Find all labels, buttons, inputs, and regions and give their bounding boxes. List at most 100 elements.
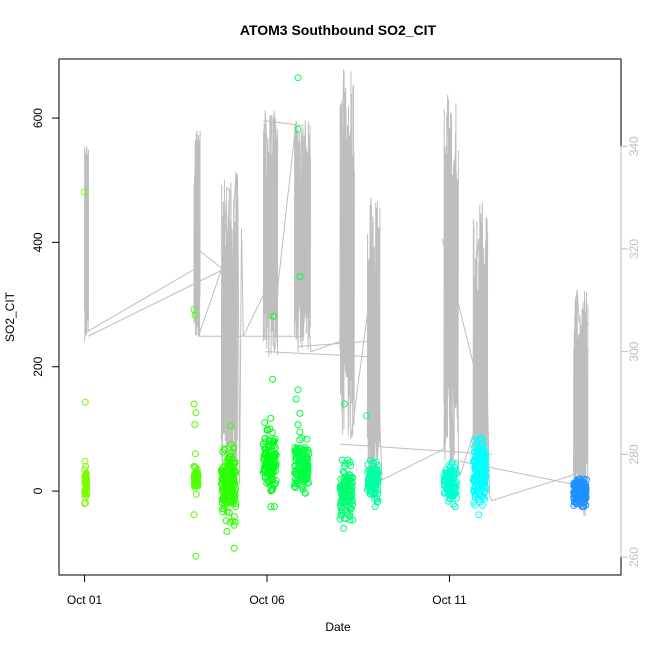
data-point-outlier: [191, 311, 199, 319]
connector-line-6: [339, 443, 492, 455]
data-point: [441, 489, 449, 497]
data-point: [374, 476, 382, 484]
data-point: [472, 491, 480, 499]
connector-line-0: [87, 269, 224, 337]
data-point: [260, 467, 268, 474]
data-point: [268, 486, 276, 494]
data-point: [573, 494, 581, 502]
data-point: [374, 497, 382, 505]
data-point: [291, 462, 299, 470]
x-tick-label: Oct 11: [432, 593, 467, 607]
data-point: [190, 462, 198, 470]
data-point: [346, 509, 354, 516]
series-line-flight-6: [366, 200, 381, 480]
data-point: [81, 457, 89, 465]
data-point-outlier: [296, 409, 304, 417]
data-point: [581, 495, 589, 503]
data-point: [479, 445, 487, 453]
data-point: [472, 487, 480, 495]
data-point: [369, 459, 377, 467]
data-point-outlier: [294, 125, 302, 133]
series-line-flight-9: [573, 290, 589, 516]
series-line-flight-0: [84, 146, 89, 337]
data-point: [272, 459, 280, 467]
data-point: [293, 445, 301, 453]
data-point-outlier: [294, 74, 302, 82]
data-point: [480, 470, 488, 478]
data-point: [267, 487, 275, 495]
data-point: [472, 464, 480, 472]
data-point-outlier: [340, 400, 348, 408]
data-point: [570, 502, 578, 509]
scatter-points: [81, 74, 590, 560]
data-point-outlier: [338, 509, 346, 517]
data-point: [303, 435, 311, 443]
data-point-outlier: [191, 421, 199, 429]
data-point: [230, 494, 238, 502]
data-point: [228, 487, 236, 495]
data-point: [480, 493, 488, 501]
data-point: [232, 503, 240, 511]
data-point: [299, 478, 307, 486]
data-point: [81, 486, 89, 494]
y2-tick-label: 260: [627, 547, 641, 567]
line-series: [84, 69, 589, 517]
data-point: [582, 481, 589, 489]
y-tick-label: 400: [31, 232, 45, 252]
data-point: [300, 459, 308, 467]
x-axis-label: Date: [325, 620, 351, 634]
data-point: [266, 478, 274, 486]
data-point: [339, 467, 347, 475]
series-line-flight-4: [293, 121, 311, 350]
y2-tick-label: 320: [627, 239, 641, 259]
data-point: [220, 494, 228, 502]
data-point: [220, 445, 228, 453]
data-point: [476, 498, 484, 506]
data-point: [193, 472, 201, 480]
data-point: [83, 491, 90, 499]
data-point: [268, 473, 276, 481]
data-point: [344, 460, 352, 468]
data-point: [265, 437, 273, 445]
data-point-outlier: [192, 409, 200, 417]
data-point: [365, 466, 373, 474]
data-point: [291, 475, 299, 483]
data-point: [344, 473, 352, 481]
data-point: [481, 462, 489, 469]
connector-line-1: [197, 248, 224, 270]
data-point-outlier: [230, 544, 238, 552]
data-point: [81, 479, 89, 487]
data-point-outlier: [477, 434, 484, 442]
data-point: [224, 482, 232, 490]
data-point-outlier: [478, 440, 486, 448]
data-point: [340, 469, 348, 477]
y-tick-label: 600: [31, 108, 45, 128]
data-point: [224, 492, 232, 500]
data-point: [450, 473, 458, 481]
data-point: [346, 516, 354, 524]
data-point-outlier: [336, 515, 344, 523]
data-point: [261, 474, 269, 482]
data-point: [345, 478, 353, 486]
data-point: [442, 466, 450, 474]
data-point: [373, 471, 381, 479]
series-line-flight-8: [472, 204, 489, 501]
data-point: [223, 508, 231, 516]
data-point: [370, 471, 378, 479]
series-line-flight-2: [220, 173, 238, 478]
data-point: [451, 503, 459, 511]
data-point: [193, 482, 201, 489]
data-point: [471, 501, 479, 509]
data-point-outlier: [451, 461, 459, 469]
data-point-outlier: [292, 395, 300, 403]
data-point: [264, 447, 272, 455]
data-point: [81, 472, 89, 479]
series-line-flight-5: [339, 71, 355, 437]
data-point: [302, 466, 310, 474]
data-point: [271, 503, 278, 511]
data-point-outlier: [227, 440, 235, 448]
data-point-outlier: [230, 521, 238, 529]
data-point: [220, 479, 228, 487]
y-axis-right: 260 280 300 320 340: [620, 136, 641, 567]
